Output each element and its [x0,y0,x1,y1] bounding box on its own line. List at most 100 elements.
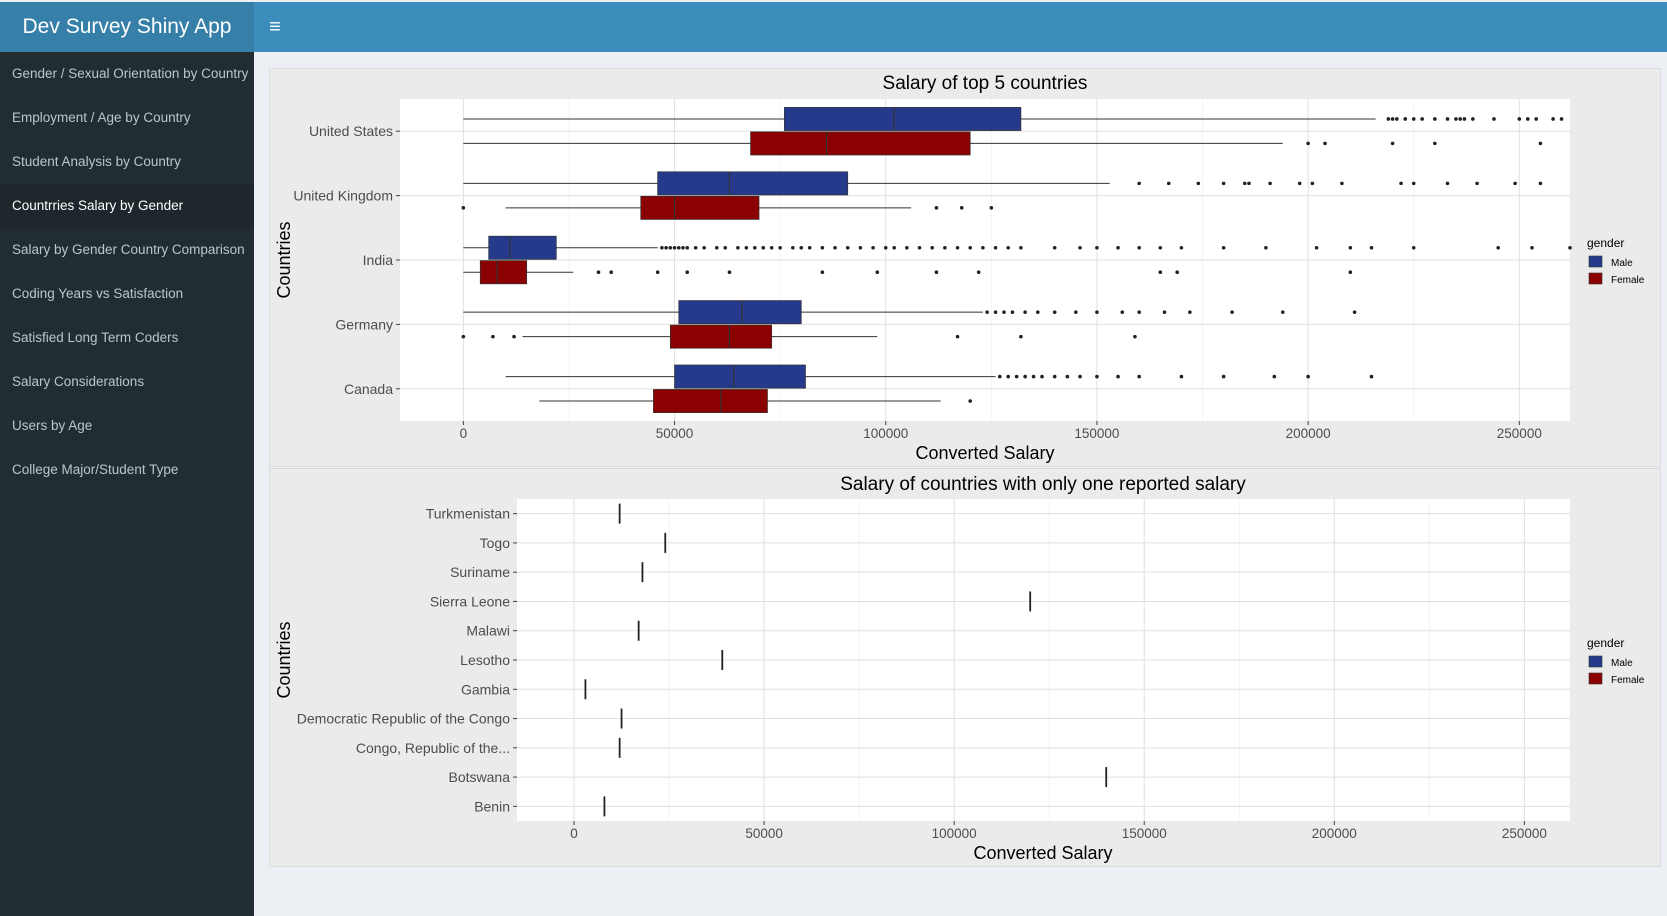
outlier-point [993,245,998,250]
outlier-point [1052,374,1057,379]
outlier-point [1390,141,1395,146]
outlier-point [1137,245,1141,250]
sidebar-item-student-analysis[interactable]: Student Analysis by Country [12,154,181,169]
outlier-point [1221,181,1226,186]
chart-title: Salary of countries with only one report… [840,474,1246,495]
sidebar-item-gender-country-comparison[interactable]: Salary by Gender Country Comparison [12,242,245,257]
chart-title: Salary of top 5 countries [883,73,1088,94]
outlier-point [1369,245,1374,250]
legend-key-male [1588,655,1603,668]
x-tick-label: 50000 [656,426,694,441]
outlier-point [1095,245,1099,250]
outlier-point [672,245,677,250]
sidebar-item-coding-years[interactable]: Coding Years vs Satisfaction [12,286,184,301]
y-tick-label: Congo, Republic of the... [356,740,510,756]
x-tick-label: 150000 [1122,826,1167,841]
y-tick-label: Gambia [461,681,510,697]
outlier-point [491,334,495,339]
x-tick-label: 200000 [1286,426,1331,441]
outlier-point [1551,117,1555,121]
outlier-point [1006,374,1011,379]
sidebar-item-employment-age[interactable]: Employment / Age by Country [12,110,191,125]
outlier-point [955,334,960,339]
outlier-point [968,399,973,403]
sidebar-item-users-by-age[interactable]: Users by Age [12,418,93,433]
outlier-point [1264,245,1268,250]
outlier-point [609,270,613,275]
single-salary-chart-panel: 0 50000 100000 150000 200000 250000 Turkmenis… [269,468,1661,867]
legend-label-female: Female [1611,275,1645,286]
outlier-point [1006,245,1011,250]
outlier-point [1230,310,1234,314]
outlier-point [875,270,880,275]
sidebar-item-salary-considerations[interactable]: Salary Considerations [12,374,145,389]
outlier-point [660,245,664,250]
x-tick-label: 200000 [1312,826,1357,841]
outlier-point [791,245,795,250]
sidebar-toggle-button[interactable]: ≡ [262,2,288,52]
outlier-point [1433,141,1437,146]
box-male [678,300,802,325]
outlier-point [1462,117,1467,121]
outlier-point [461,206,466,210]
outlier-point [1352,310,1357,314]
app-brand[interactable]: Dev Survey Shiny App [0,2,254,52]
outlier-point [1065,374,1070,379]
outlier-point [1040,374,1044,379]
outlier-point [1023,374,1027,379]
outlier-point [1175,270,1179,275]
outlier-point [1403,117,1408,121]
outlier-point [1188,310,1192,314]
outlier-point [702,245,706,250]
legend-label-male: Male [1611,258,1633,269]
outlier-point [1052,310,1057,314]
outlier-point [1162,310,1167,314]
outlier-point [1538,181,1543,186]
sidebar-item-college-major[interactable]: College Major/Student Type [12,462,179,477]
outlier-point [1458,117,1462,121]
y-tick-label: Malawi [466,623,510,639]
sidebar-item-gender-orientation[interactable]: Gender / Sexual Orientation by Country [12,66,249,81]
y-tick-label: Sierra Leone [430,593,510,609]
outlier-point [892,245,896,250]
outlier-point [989,206,994,210]
box-female [669,324,773,349]
outlier-point [1280,310,1285,314]
outlier-point [723,245,728,250]
y-tick-label: Togo [480,535,511,551]
hamburger-icon: ≡ [269,16,281,38]
legend: gender Male Female [1587,236,1645,286]
box-female [653,389,768,413]
y-tick-label: India [363,252,394,268]
outlier-point [1492,117,1496,121]
box-female [750,131,971,156]
outlier-point [461,334,466,339]
outlier-point [1297,181,1302,186]
legend-title: gender [1587,636,1624,650]
legend: gender Male Female [1587,636,1645,686]
outlier-point [1568,245,1572,250]
x-tick-label: 50000 [745,826,783,841]
outlier-point [1475,181,1479,186]
outlier-point [905,245,909,250]
sidebar-item-salary-by-gender[interactable]: Countrries Salary by Gender [0,184,254,228]
box-female [640,195,760,220]
top-header: Dev Survey Shiny App ≡ [0,2,1667,52]
top5-salary-boxplot: 0 50000 100000 150000 200000 250000 United St… [274,73,1645,463]
legend-label-female: Female [1611,675,1645,686]
outlier-point [1268,181,1272,186]
sidebar-item-long-term-coders[interactable]: Satisfied Long Term Coders [12,330,179,345]
outlier-point [943,245,947,250]
x-axis-title: Converted Salary [915,443,1054,463]
outlier-point [993,310,998,314]
outlier-point [1137,181,1141,186]
outlier-point [1513,181,1517,186]
outlier-point [1306,141,1310,146]
x-axis-title: Converted Salary [973,843,1112,863]
outlier-point [1525,117,1530,121]
outlier-point [1530,245,1534,250]
outlier-point [997,374,1002,379]
outlier-point [693,245,698,250]
outlier-point [1010,310,1015,314]
outlier-point [1019,245,1023,250]
